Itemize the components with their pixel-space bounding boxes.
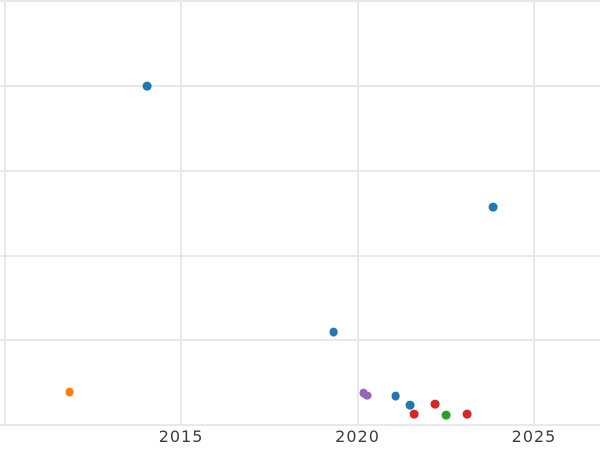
gridline-y-5 — [0, 0, 600, 2]
gridline-x-2015 — [180, 0, 183, 427]
scatter-point-blue — [142, 81, 152, 91]
gridline-x-2020 — [356, 0, 359, 427]
scatter-point-purple — [362, 391, 372, 401]
gridline-x-2025 — [533, 0, 535, 427]
gridline-y-1 — [0, 339, 600, 342]
gridline-y-2 — [0, 254, 600, 257]
scatter-point-blue — [405, 400, 415, 410]
scatter-point-blue — [329, 327, 338, 337]
x-tick-label-2025: 2025 — [511, 427, 557, 446]
scatter-point-red — [409, 409, 419, 419]
scatter-point-blue — [391, 391, 401, 401]
scatter-point-orange — [65, 387, 74, 397]
scatter-point-green — [441, 410, 451, 420]
scatter-point-red — [430, 399, 440, 409]
gridline-y-4 — [0, 84, 600, 87]
x-tick-label-2020: 2020 — [335, 427, 380, 446]
x-tick-label-2015: 2015 — [158, 427, 204, 446]
gridline-x-2010 — [3, 0, 6, 427]
gridline-y-3 — [0, 169, 600, 172]
gridline-y-0 — [0, 424, 600, 427]
scatter-point-red — [462, 409, 472, 419]
scatter-point-blue — [488, 202, 498, 212]
